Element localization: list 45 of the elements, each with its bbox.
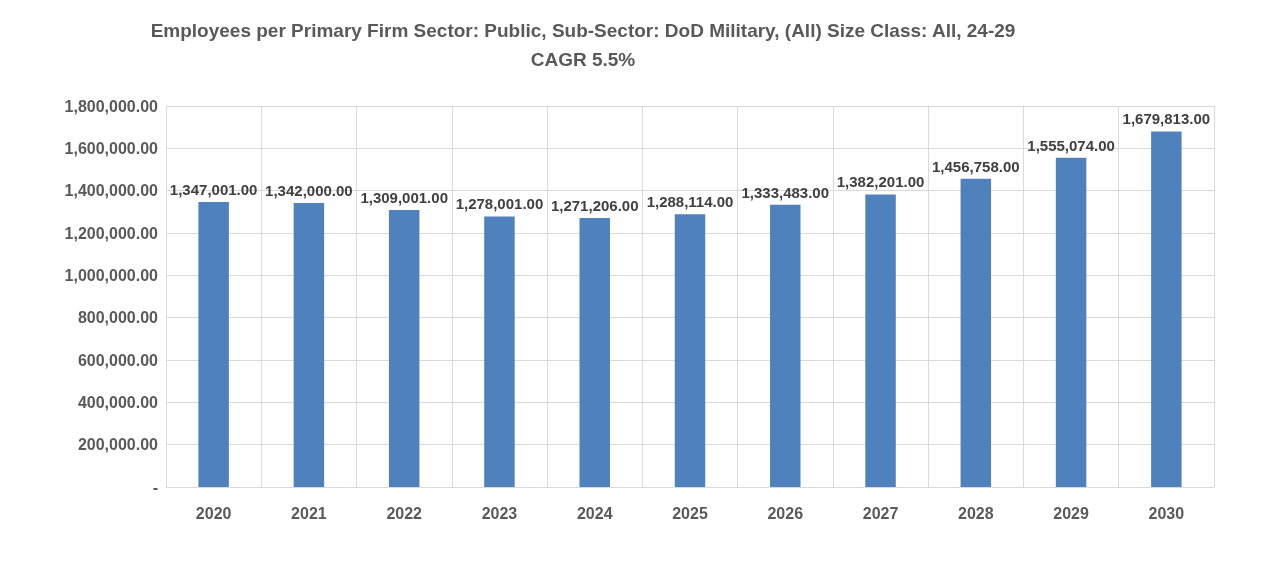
x-tick-label: 2030 [1148, 504, 1185, 522]
y-tick-label: 1,600,000.00 [64, 139, 159, 157]
y-tick-label: 1,200,000.00 [64, 224, 159, 242]
bar [1055, 157, 1087, 487]
y-tick-label: 400,000.00 [77, 393, 159, 411]
data-label: 1,347,001.00 [169, 180, 258, 198]
data-label: 1,382,201.00 [836, 173, 925, 191]
y-tick-label: 600,000.00 [77, 351, 159, 369]
bar [674, 214, 706, 487]
data-label: 1,679,813.00 [1122, 110, 1211, 128]
bar [293, 202, 325, 487]
y-tick-label: - [152, 478, 158, 496]
data-label: 1,278,001.00 [455, 195, 544, 213]
y-tick-label: 1,400,000.00 [64, 182, 159, 200]
x-tick-label: 2024 [576, 504, 613, 522]
y-tick-label: 1,800,000.00 [64, 97, 159, 115]
data-label: 1,288,114.00 [646, 193, 734, 211]
bar [484, 216, 515, 487]
y-tick-label: 1,000,000.00 [64, 266, 159, 284]
x-tick-label: 2023 [481, 504, 518, 522]
bar [865, 194, 896, 487]
chart-subtitle: CAGR 5.5% [530, 49, 636, 70]
bar [770, 204, 801, 487]
bar [579, 217, 610, 487]
y-tick-label: 200,000.00 [77, 436, 159, 454]
x-tick-label: 2020 [195, 504, 232, 522]
bar [388, 209, 420, 487]
x-tick-label: 2029 [1053, 504, 1089, 522]
y-tick-label: 800,000.00 [77, 309, 159, 327]
bar [198, 201, 229, 487]
x-tick-label: 2025 [672, 504, 708, 522]
data-label: 1,342,000.00 [265, 181, 353, 199]
data-label: 1,555,074.00 [1027, 136, 1115, 154]
data-label: 1,271,206.00 [550, 196, 639, 214]
x-tick-label: 2027 [862, 504, 899, 522]
x-tick-label: 2026 [767, 504, 804, 522]
bar [1151, 131, 1182, 487]
chart-title: Employees per Primary Firm Sector: Public, Sub-Sector: DoD Military, (All) Size Class: All, 24-29 [150, 20, 1016, 41]
x-tick-label: 2028 [958, 504, 994, 522]
data-label: 1,333,483.00 [741, 183, 830, 201]
bar [960, 178, 992, 487]
x-tick-label: 2021 [291, 504, 327, 522]
x-tick-label: 2022 [386, 504, 423, 522]
data-label: 1,456,758.00 [932, 157, 1020, 175]
data-label: 1,309,001.00 [360, 188, 448, 206]
